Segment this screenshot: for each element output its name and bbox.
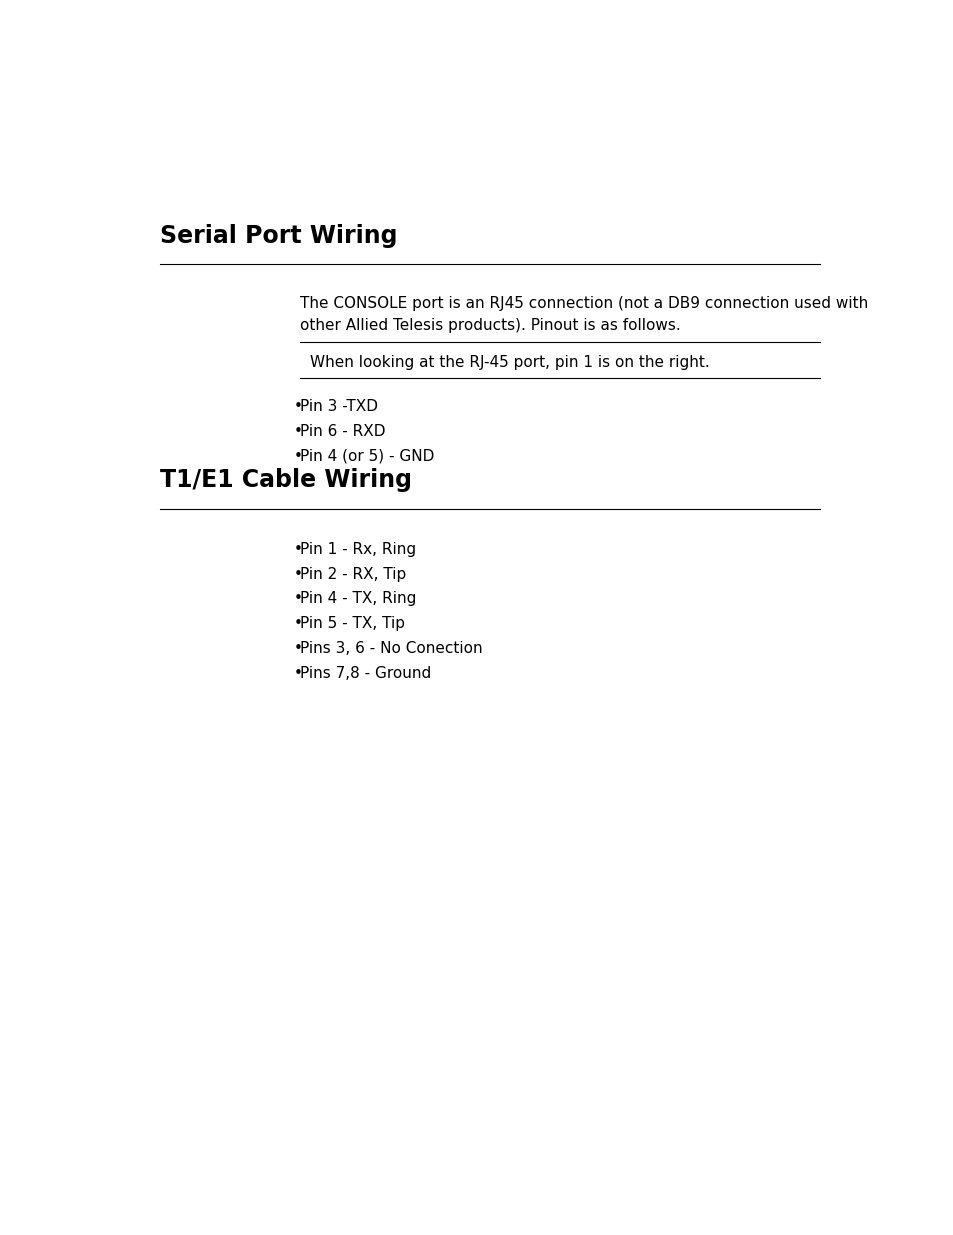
Text: Pin 4 - TX, Ring: Pin 4 - TX, Ring: [300, 592, 416, 606]
Text: •: •: [294, 448, 302, 464]
Text: The CONSOLE port is an RJ45 connection (not a DB9 connection used with
other All: The CONSOLE port is an RJ45 connection (…: [300, 295, 868, 332]
Text: •: •: [294, 567, 302, 582]
Text: •: •: [294, 666, 302, 680]
Text: Serial Port Wiring: Serial Port Wiring: [160, 224, 397, 248]
Text: •: •: [294, 641, 302, 656]
Text: •: •: [294, 399, 302, 415]
Text: •: •: [294, 542, 302, 557]
Text: When looking at the RJ-45 port, pin 1 is on the right.: When looking at the RJ-45 port, pin 1 is…: [310, 354, 709, 369]
Text: Pin 5 - TX, Tip: Pin 5 - TX, Tip: [300, 616, 405, 631]
Text: •: •: [294, 616, 302, 631]
Text: Pin 4 (or 5) - GND: Pin 4 (or 5) - GND: [300, 448, 435, 464]
Text: •: •: [294, 592, 302, 606]
Text: •: •: [294, 424, 302, 440]
Text: T1/E1 Cable Wiring: T1/E1 Cable Wiring: [160, 468, 412, 493]
Text: Pins 7,8 - Ground: Pins 7,8 - Ground: [300, 666, 431, 680]
Text: Pin 2 - RX, Tip: Pin 2 - RX, Tip: [300, 567, 406, 582]
Text: Pin 6 - RXD: Pin 6 - RXD: [300, 424, 385, 440]
Text: Pin 1 - Rx, Ring: Pin 1 - Rx, Ring: [300, 542, 416, 557]
Text: Pin 3 -TXD: Pin 3 -TXD: [300, 399, 378, 415]
Text: Pins 3, 6 - No Conection: Pins 3, 6 - No Conection: [300, 641, 482, 656]
